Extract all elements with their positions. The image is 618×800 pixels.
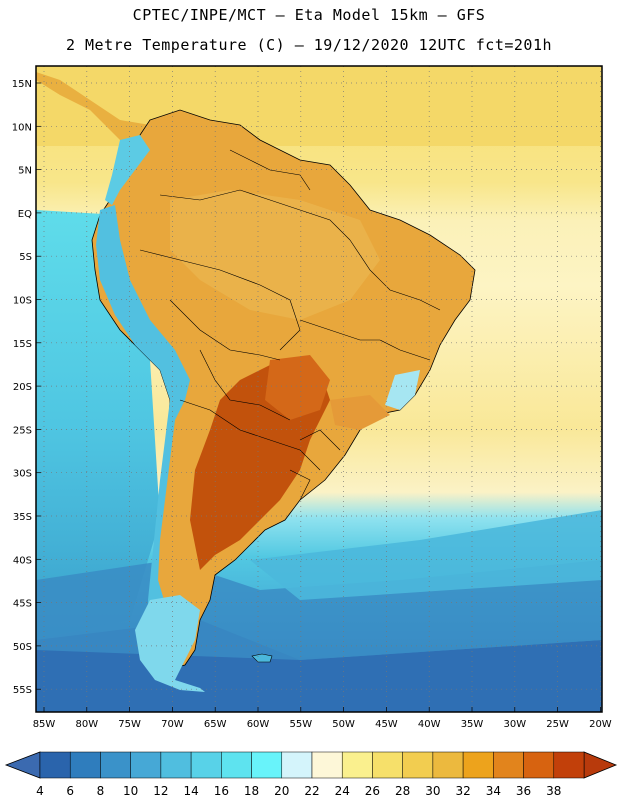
longitude-labels: 85W 80W 75W 70W 65W 60W 55W 50W 45W 40W 35W 30W 25W 2…	[33, 719, 612, 730]
colorbar-segment	[402, 751, 434, 779]
colombian-andes	[105, 135, 150, 205]
colorbar-segment	[523, 751, 555, 779]
colorbar-segment	[100, 751, 131, 779]
colorbar-segment	[432, 751, 464, 779]
lat-label: 10S	[13, 296, 32, 307]
lon-label: 80W	[75, 719, 98, 730]
colorbar-label: 10	[123, 784, 138, 798]
lon-label: 70W	[161, 719, 184, 730]
colorbar-label: 18	[244, 784, 259, 798]
colorbar-label: 38	[546, 784, 561, 798]
lat-lon-grid	[36, 66, 602, 712]
colorbar-segment	[221, 751, 252, 779]
map-area	[36, 66, 602, 712]
lat-label: 25S	[13, 425, 32, 436]
title-line-2: 2 Metre Temperature (C) – 19/12/2020 12U…	[65, 36, 553, 54]
colorbar-label: 34	[486, 784, 501, 798]
colorbar-segment	[553, 751, 585, 779]
lon-label: 55W	[289, 719, 312, 730]
lat-label: 50S	[13, 642, 32, 653]
colorbar-segment	[130, 751, 162, 779]
amazon-region	[170, 190, 380, 320]
title-line-1: CPTEC/INPE/MCT – Eta Model 15km – GFS	[132, 6, 486, 24]
lon-label: 20W	[589, 719, 612, 730]
colorbar-label: 14	[183, 784, 198, 798]
pantanal-hot-region	[265, 355, 330, 420]
lon-label: 40W	[418, 719, 441, 730]
colorbar-segment	[251, 751, 283, 779]
colorbar-right-arrow	[583, 751, 618, 779]
lat-label: 35S	[13, 512, 32, 523]
lat-label: 40S	[13, 555, 32, 566]
colorbar-label: 32	[455, 784, 470, 798]
lat-label: 15N	[12, 79, 32, 90]
lon-label: 50W	[332, 719, 355, 730]
lon-label: 75W	[118, 719, 141, 730]
colorbar-label: 20	[274, 784, 289, 798]
lat-label: 30S	[13, 469, 32, 480]
coastal-cool-patch	[385, 370, 420, 410]
colorbar-label: 28	[395, 784, 410, 798]
lon-label: 60W	[247, 719, 270, 730]
colorbar-segment	[493, 751, 524, 779]
se-brazil-region	[330, 395, 390, 430]
colorbar-label: 8	[97, 784, 105, 798]
andes-cold-strip	[96, 205, 190, 660]
colorbar-segment	[341, 751, 373, 779]
colorbar-segment	[160, 751, 192, 779]
lon-label: 85W	[33, 719, 56, 730]
colorbar-label: 26	[365, 784, 380, 798]
colorbar-label: 16	[214, 784, 229, 798]
lon-label: 35W	[461, 719, 484, 730]
colorbar-label: 12	[153, 784, 168, 798]
lon-label: 25W	[546, 719, 569, 730]
cool-band	[250, 510, 602, 600]
colorbar-label: 36	[516, 784, 531, 798]
colorbar-label: 6	[66, 784, 74, 798]
pacific-ocean	[36, 210, 160, 640]
colorbar-segment	[311, 751, 343, 779]
latitude-labels: 15N 10N 5N EQ 5S 10S 15S 20S 25S 30S 35S 40S 45S 50S 5…	[12, 79, 32, 696]
lon-label: 65W	[204, 719, 227, 730]
lon-label: 30W	[503, 719, 526, 730]
colorbar-segment	[39, 751, 71, 779]
lat-label: 10N	[12, 122, 32, 133]
lat-label: 20S	[13, 382, 32, 393]
colorbar-segment	[281, 751, 313, 779]
colorbar-label: 4	[36, 784, 44, 798]
falkland-islands	[251, 653, 273, 663]
colorbar-label: 22	[304, 784, 319, 798]
lat-label: 5N	[18, 166, 32, 177]
patagonia-south	[135, 595, 205, 692]
map-frame	[35, 65, 603, 713]
colorbar-segment	[190, 751, 222, 779]
central-america	[36, 72, 160, 150]
lat-label: 55S	[13, 685, 32, 696]
colorbar-label: 24	[335, 784, 350, 798]
colorbar-segment	[69, 751, 101, 779]
lat-label: EQ	[18, 209, 32, 220]
lon-label: 45W	[375, 719, 398, 730]
colorbar-left-arrow	[4, 751, 41, 779]
lat-label: 5S	[19, 252, 32, 263]
colorbar-label: 30	[425, 784, 440, 798]
country-borders	[139, 149, 441, 501]
lat-label: 15S	[13, 339, 32, 350]
colorbar-segment	[462, 751, 494, 779]
colorbar	[4, 751, 618, 779]
colorbar-labels: 4 6 8 10 12 14 16 18 20 22 24 26 28 30 32 34 36 38	[36, 784, 561, 798]
colorbar-segment	[372, 751, 403, 779]
lat-label: 45S	[13, 599, 32, 610]
